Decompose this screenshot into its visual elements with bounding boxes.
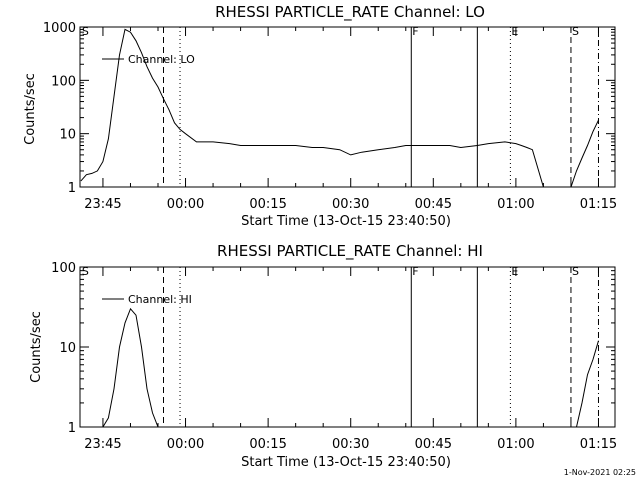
y-tick-label: 10 bbox=[59, 128, 76, 143]
event-marker-label: S bbox=[82, 265, 89, 278]
y-axis-label: Counts/sec bbox=[23, 73, 38, 145]
event-marker-label: F bbox=[412, 25, 418, 38]
x-tick-label: 00:00 bbox=[167, 197, 204, 212]
chart-title: RHESSI PARTICLE_RATE Channel: LO bbox=[215, 3, 485, 22]
x-axis-label: Start Time (13-Oct-15 23:40:50) bbox=[241, 214, 451, 229]
x-tick-label: 23:45 bbox=[84, 197, 121, 212]
legend-label: Channel: HI bbox=[128, 293, 192, 306]
series-line bbox=[80, 28, 599, 188]
event-marker-label: S bbox=[82, 25, 89, 38]
x-tick-label: 00:30 bbox=[332, 197, 369, 212]
x-tick-label: 23:45 bbox=[84, 437, 121, 452]
y-tick-label: 100 bbox=[51, 74, 76, 89]
plot-area: 1 10 100 1000 23:45 00:00 00:15 00:30 00:45 01:00… bbox=[43, 21, 617, 212]
event-marker-label: S bbox=[572, 25, 579, 38]
plot-frame bbox=[79, 266, 616, 428]
x-tick-label: 00:45 bbox=[415, 197, 452, 212]
y-tick-label: 100 bbox=[51, 261, 76, 276]
y-tick-label: 1000 bbox=[43, 21, 76, 36]
legend-label: Channel: LO bbox=[128, 53, 195, 66]
event-marker-label: F bbox=[412, 265, 418, 278]
x-tick-label: 01:00 bbox=[497, 197, 534, 212]
event-marker-label: E bbox=[511, 265, 518, 278]
plot-frame bbox=[79, 26, 616, 188]
event-marker-label: S bbox=[572, 265, 579, 278]
x-tick-label: 00:15 bbox=[249, 437, 286, 452]
y-tick-label: 1 bbox=[68, 421, 76, 436]
x-axis-label: Start Time (13-Oct-15 23:40:50) bbox=[241, 455, 451, 470]
y-tick-label: 10 bbox=[59, 341, 76, 356]
plot-area: 1 10 100 23:45 00:00 00:15 00:30 00:45 01:00 01:1… bbox=[51, 261, 617, 452]
x-tick-label: 01:00 bbox=[497, 437, 534, 452]
x-tick-label: 01:15 bbox=[580, 197, 617, 212]
chart-title: RHESSI PARTICLE_RATE Channel: HI bbox=[217, 242, 483, 261]
y-axis-label: Counts/sec bbox=[29, 311, 44, 383]
event-marker-label: E bbox=[511, 25, 518, 38]
y-tick-label: 1 bbox=[68, 181, 76, 196]
x-tick-label: 00:30 bbox=[332, 437, 369, 452]
series-line bbox=[102, 307, 599, 428]
timestamp: 1-Nov-2021 02:25 bbox=[564, 468, 636, 477]
lo-channel-panel: RHESSI PARTICLE_RATE Channel: LO Counts/… bbox=[23, 3, 617, 229]
hi-channel-panel: RHESSI PARTICLE_RATE Channel: HI Counts/… bbox=[29, 242, 617, 470]
x-tick-label: 01:15 bbox=[580, 437, 617, 452]
x-tick-label: 00:45 bbox=[415, 437, 452, 452]
x-tick-label: 00:15 bbox=[249, 197, 286, 212]
x-tick-label: 00:00 bbox=[167, 437, 204, 452]
